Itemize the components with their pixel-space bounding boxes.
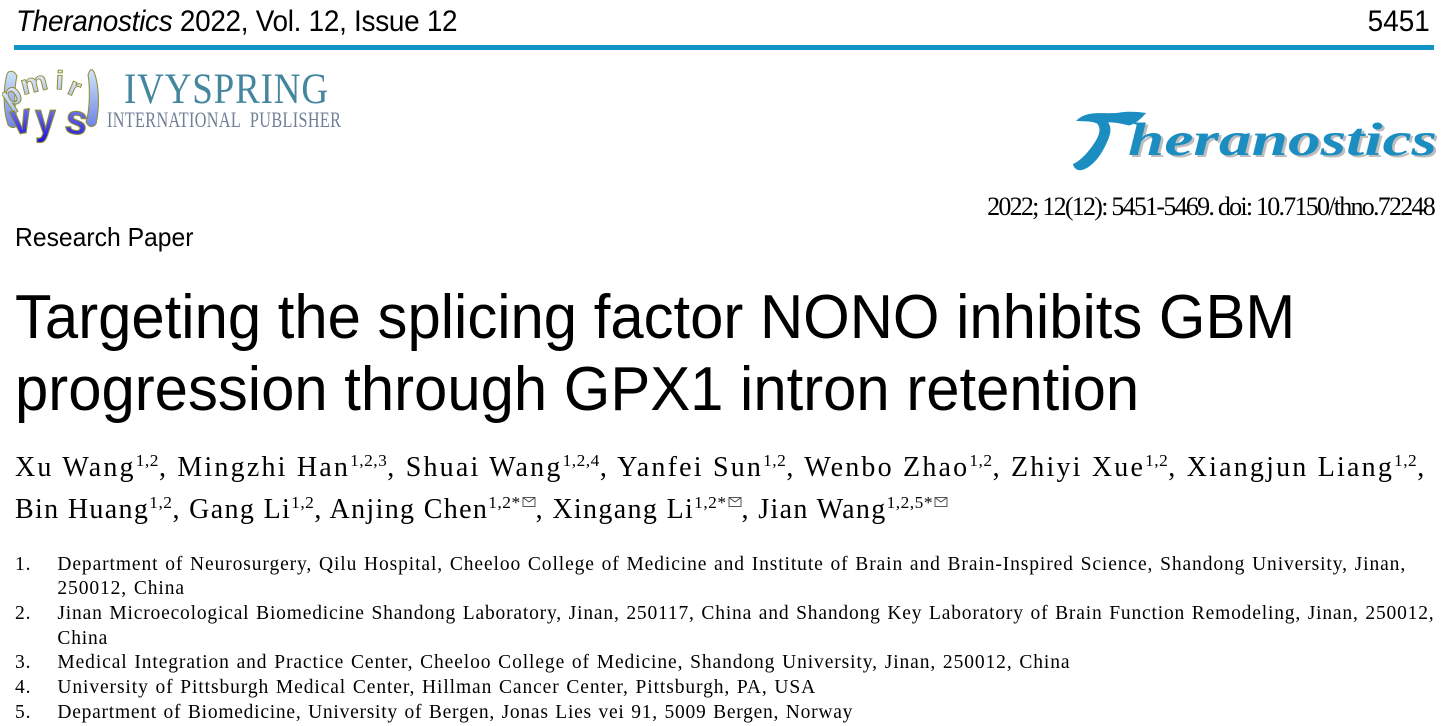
svg-text:heranostics: heranostics — [1128, 114, 1437, 166]
svg-text:y: y — [35, 94, 56, 144]
svg-text:heranostics: heranostics — [1131, 116, 1440, 168]
svg-text:v: v — [6, 92, 35, 144]
svg-text:s: s — [62, 95, 92, 144]
svg-text:i: i — [55, 66, 65, 96]
